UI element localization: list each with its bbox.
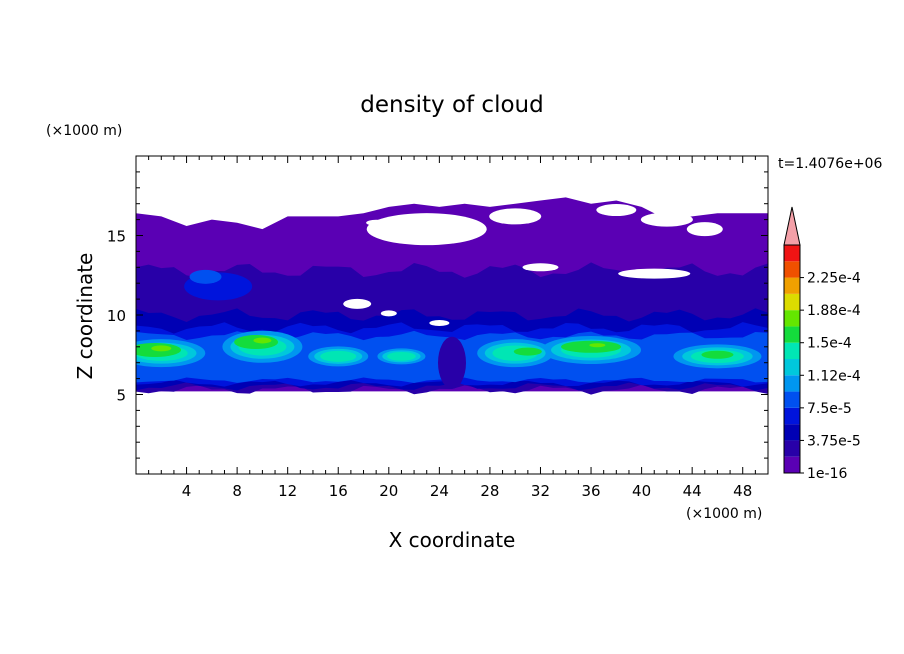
x-axis: 4 8 12 16 20 24 28 32 36 40 44 48	[148, 156, 756, 500]
x-tick-label: 24	[430, 482, 449, 500]
colorbar-label: 1.12e-4	[807, 368, 861, 384]
colorbar-label: 7.5e-5	[807, 401, 852, 417]
colorbar-swatch-13	[784, 245, 800, 262]
cloud-gap-column	[438, 336, 466, 389]
x-tick-label: 8	[232, 482, 242, 500]
x-tick-label: 36	[581, 482, 600, 500]
x-tick-label: 48	[733, 482, 752, 500]
colorbar-label: 1.5e-4	[807, 336, 852, 352]
colorbar-frame	[783, 244, 801, 474]
colorbar-swatch-7	[784, 342, 800, 359]
cloud-gap-5	[686, 222, 723, 237]
cloud-field	[136, 197, 768, 395]
cloud-gap-7	[380, 310, 397, 317]
chart-title: density of cloud	[360, 92, 543, 118]
colorbar-swatch-0	[784, 456, 800, 473]
colorbar-swatch-8	[784, 326, 800, 343]
colorbar-swatch-5	[784, 375, 800, 392]
y-axis: 5 10 15	[107, 171, 768, 459]
cloud-gap-2	[596, 204, 637, 217]
colorbar-extend-arrow	[783, 206, 801, 246]
cloud-blob-l8-3	[513, 347, 542, 356]
cloud-gap-10	[366, 219, 387, 226]
colorbar-swatch-11	[784, 277, 800, 294]
colorbar-swatch-1	[784, 440, 800, 457]
colorbar-label: 2.25e-4	[807, 271, 861, 287]
y-tick-label: 5	[116, 387, 126, 405]
x-axis-label: X coordinate	[389, 528, 516, 552]
colorbar: 1e-16 3.75e-5 7.5e-5 1.12e-4 1.5e-4 1.88e-4 2.…	[783, 206, 861, 482]
x-tick-label: 4	[182, 482, 192, 500]
cloud-blob-l8-2	[561, 340, 622, 353]
cloud-blob-l8-4	[701, 350, 734, 359]
colorbar-swatch-6	[784, 359, 800, 376]
y-tick-label: 15	[107, 228, 126, 246]
colorbar-swatch-10	[784, 293, 800, 311]
cloud-blob-l9-2	[589, 343, 606, 348]
colorbar-label: 1e-16	[807, 466, 847, 482]
cloud-gap-3	[640, 212, 693, 227]
colorbar-swatch-9	[784, 310, 800, 327]
x-tick-label: 16	[329, 482, 348, 500]
y-unit-label: (×1000 m)	[46, 123, 122, 139]
x-tick-label: 12	[278, 482, 297, 500]
y-axis-label: Z coordinate	[73, 253, 97, 380]
x-tick-label: 32	[531, 482, 550, 500]
colorbar-swatch-4	[784, 391, 800, 408]
colorbar-swatch-3	[784, 407, 800, 425]
time-label: t=1.4076e+06	[778, 156, 882, 172]
cloud-gap-8	[429, 319, 450, 326]
cloud-gaps	[343, 204, 723, 326]
x-tick-label: 40	[632, 482, 651, 500]
cloud-gap-0	[366, 213, 487, 246]
cloud-gap-1	[489, 208, 542, 225]
colorbar-label: 1.88e-4	[807, 303, 861, 319]
cloud-gap-6	[343, 298, 372, 309]
cloud-blob-l9-1	[253, 337, 272, 344]
x-tick-label: 20	[379, 482, 398, 500]
x-unit-label: (×1000 m)	[686, 506, 762, 522]
upper-blue-core	[189, 269, 222, 284]
x-tick-label: 44	[683, 482, 702, 500]
cloud-blob-l9-0	[151, 345, 172, 352]
colorbar-swatch-2	[784, 424, 800, 441]
x-tick-label: 28	[480, 482, 499, 500]
cloud-gap-9	[522, 263, 559, 272]
colorbar-swatch-12	[784, 261, 800, 278]
cloud-gap-4	[618, 268, 691, 279]
colorbar-label: 3.75e-5	[807, 433, 861, 449]
cloud-blob-l7-3	[387, 351, 416, 361]
cloud-blob-l7-2	[320, 350, 357, 362]
y-tick-label: 10	[107, 307, 126, 325]
